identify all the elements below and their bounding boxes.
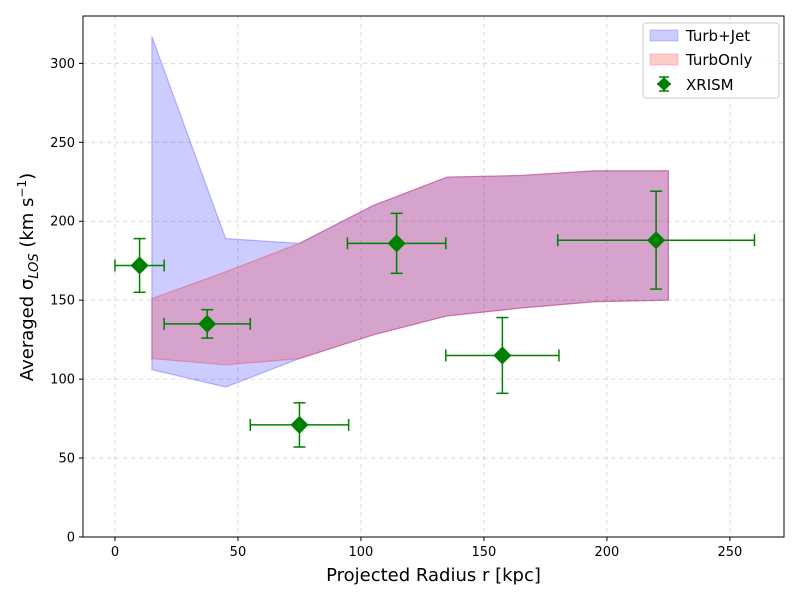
legend-label-turb-jet: Turb+Jet <box>685 27 750 45</box>
xrism-point <box>445 316 560 395</box>
y-tick-label: 250 <box>50 136 75 151</box>
legend-swatch-turb-only <box>649 53 679 66</box>
legend-label-turb-only: TurbOnly <box>685 51 753 69</box>
band-turb-jet <box>151 36 669 388</box>
xrism-point <box>114 237 165 294</box>
x-axis-label: Projected Radius r [kpc] <box>326 565 541 586</box>
y-tick-label: 300 <box>50 57 75 72</box>
x-tick-label: 200 <box>594 545 619 560</box>
x-tick-label: 250 <box>717 545 742 560</box>
xrism-point <box>249 402 350 448</box>
y-tick-label: 50 <box>58 452 75 467</box>
legend-label-xrism: XRISM <box>686 76 734 94</box>
plot-frame <box>82 15 785 538</box>
x-tick-label: 50 <box>230 545 247 560</box>
x-tick-label: 100 <box>349 545 374 560</box>
legend: Turb+Jet TurbOnly XRISM <box>642 22 780 99</box>
y-tick-label: 0 <box>67 531 75 546</box>
xrism-point <box>163 308 252 339</box>
y-tick-label: 100 <box>50 373 75 388</box>
legend-swatch-turb-jet <box>649 29 679 42</box>
data-points <box>114 190 756 448</box>
y-tick-label: 200 <box>50 215 75 230</box>
xrism-point <box>556 190 756 290</box>
x-tick-label: 150 <box>472 545 497 560</box>
x-axis-ticks: 0 50 100 150 200 250 <box>111 537 742 560</box>
y-tick-label: 150 <box>50 294 75 309</box>
band-turbonly <box>151 170 669 366</box>
y-axis-ticks: 0 50 100 150 200 250 300 <box>50 57 83 546</box>
x-tick-label: 0 <box>111 545 119 560</box>
xrism-point <box>346 212 447 275</box>
y-axis-label: Averaged σLOS (km s−1) <box>15 173 42 381</box>
bands <box>151 36 669 388</box>
legend-marker-xrism <box>656 76 672 92</box>
legend-box <box>642 22 780 99</box>
